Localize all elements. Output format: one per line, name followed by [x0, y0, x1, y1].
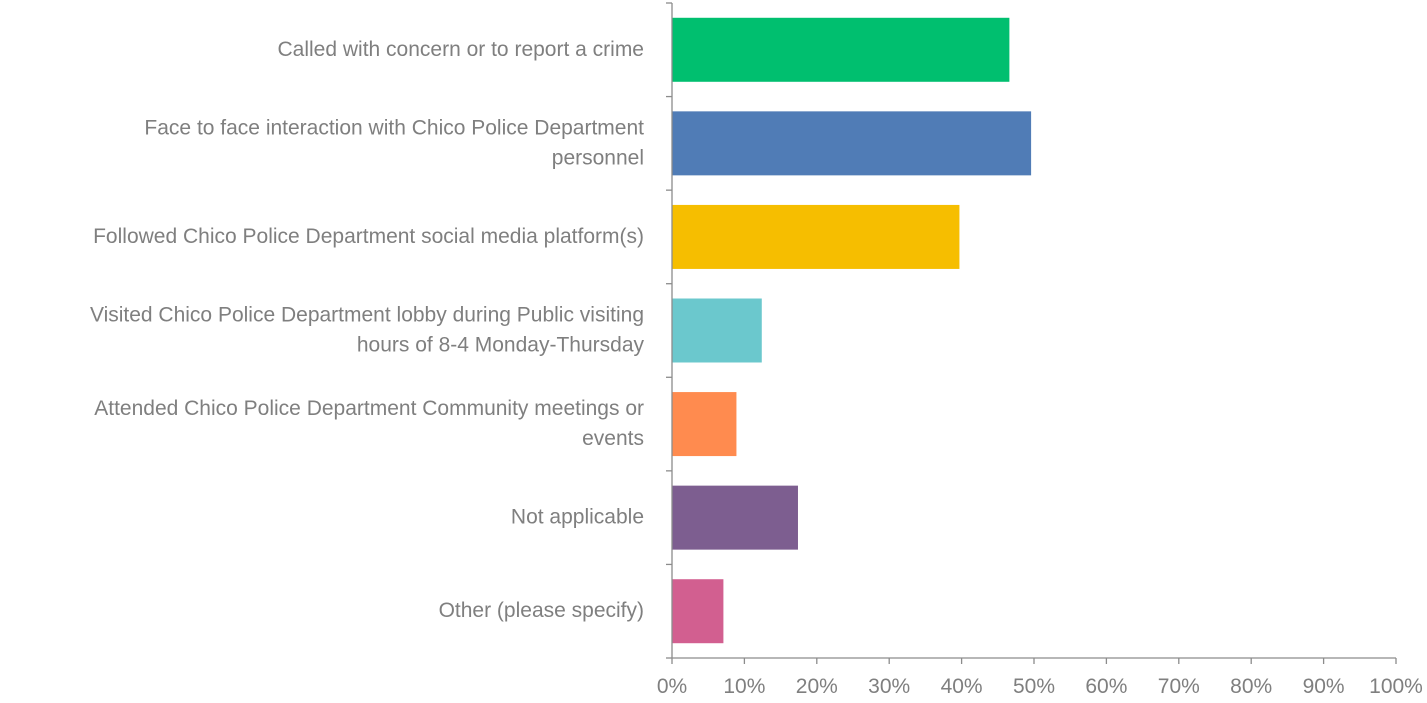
category-label-line: events	[582, 427, 644, 450]
x-tick-label: 20%	[796, 675, 838, 698]
tick-labels: 0% 10% 20% 30% 40% 50% 60% 70% 80% 90% 100%	[657, 675, 1423, 698]
category-label-1: Face to face interaction with Chico Poli…	[144, 116, 644, 169]
category-label-line: Attended Chico Police Department Communi…	[94, 397, 644, 420]
category-label-line: personnel	[552, 146, 644, 169]
bar-4	[672, 392, 737, 457]
category-label-line: Other (please specify)	[439, 599, 644, 622]
category-label-line: hours of 8-4 Monday-Thursday	[357, 333, 645, 356]
x-tick-label: 30%	[868, 675, 910, 698]
x-tick-label: 40%	[941, 675, 983, 698]
x-tick-label: 90%	[1303, 675, 1345, 698]
category-label-line: Called with concern or to report a crime	[278, 37, 645, 60]
bar-2	[672, 204, 960, 269]
bar-5	[672, 485, 798, 550]
x-tick-label: 80%	[1230, 675, 1272, 698]
x-tick-label: 0%	[657, 675, 687, 698]
category-label-4: Attended Chico Police Department Communi…	[94, 397, 644, 450]
x-tick-label: 10%	[723, 675, 765, 698]
category-label-line: Followed Chico Police Department social …	[93, 224, 644, 247]
x-tick-label: 50%	[1013, 675, 1055, 698]
x-tick-label: 60%	[1085, 675, 1127, 698]
category-label-6: Other (please specify)	[439, 599, 644, 622]
x-tick-label: 70%	[1158, 675, 1200, 698]
category-label-line: Face to face interaction with Chico Poli…	[144, 116, 644, 139]
bar-1	[672, 111, 1032, 176]
category-label-line: Not applicable	[511, 505, 644, 528]
category-label-0: Called with concern or to report a crime	[278, 37, 645, 60]
category-label-3: Visited Chico Police Department lobby du…	[90, 303, 645, 356]
bar-0	[672, 17, 1010, 82]
bar-6	[672, 579, 724, 644]
bar-3	[672, 298, 762, 363]
bars	[672, 17, 1032, 644]
x-tick-label: 100%	[1369, 675, 1423, 698]
category-label-5: Not applicable	[511, 505, 644, 528]
axes	[666, 2, 1397, 664]
category-label-2: Followed Chico Police Department social …	[93, 224, 644, 247]
category-label-line: Visited Chico Police Department lobby du…	[90, 303, 644, 326]
category-labels: Called with concern or to report a crime…	[90, 37, 645, 621]
